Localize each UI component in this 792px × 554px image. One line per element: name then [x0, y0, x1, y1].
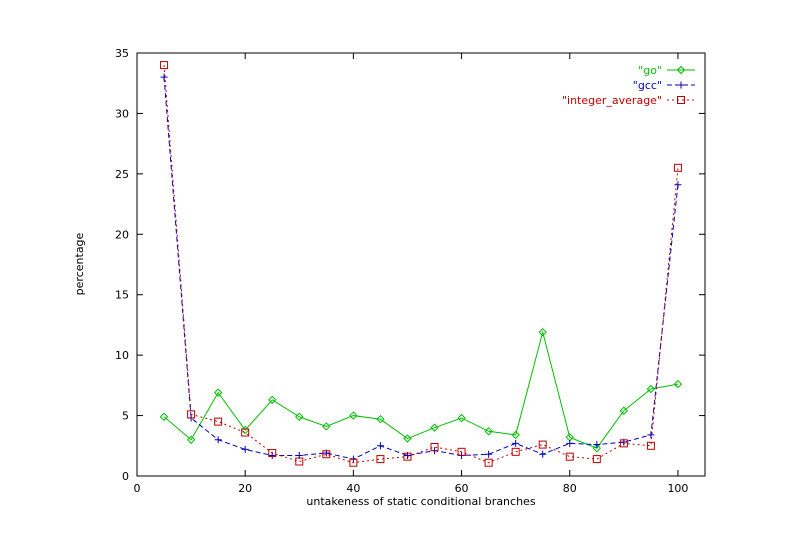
data-point — [349, 411, 358, 420]
data-point — [268, 395, 277, 405]
data-point — [647, 431, 655, 439]
y-tick-label: 35 — [115, 47, 129, 60]
data-point — [322, 450, 331, 459]
data-point — [403, 452, 412, 461]
legend: "go" "gcc" "integer_average" — [562, 64, 695, 107]
legend-marker — [677, 81, 685, 89]
series-0 — [159, 327, 683, 453]
axis-ticks: 0 20 40 60 80 100 0 5 10 15 20 25 30 35 — [115, 47, 705, 495]
x-tick-label: 40 — [346, 482, 360, 495]
y-tick-label: 5 — [122, 410, 129, 423]
series-layer — [159, 61, 683, 467]
x-tick-label: 60 — [455, 482, 469, 495]
data-point — [187, 410, 196, 419]
y-tick-label: 20 — [115, 228, 129, 241]
series-line — [163, 65, 679, 464]
data-point — [268, 449, 277, 458]
data-point — [430, 442, 439, 451]
data-point — [512, 439, 520, 447]
x-tick-label: 80 — [563, 482, 577, 495]
data-point — [485, 450, 493, 458]
data-point — [566, 439, 574, 447]
y-axis-label: percentage — [73, 232, 86, 295]
data-point — [484, 458, 493, 467]
x-axis-label: untakeness of static conditional branche… — [306, 495, 535, 508]
data-point — [213, 388, 223, 397]
legend-marker — [676, 65, 686, 75]
data-point — [646, 384, 656, 394]
data-point — [673, 379, 683, 389]
data-point — [484, 427, 493, 436]
x-tick-label: 100 — [667, 482, 688, 495]
data-point — [241, 428, 250, 437]
legend-label: "go" — [638, 64, 662, 77]
series-2 — [160, 61, 682, 467]
data-point — [673, 163, 682, 172]
x-tick-label: 0 — [134, 482, 141, 495]
data-point — [646, 441, 655, 450]
data-point — [619, 439, 628, 448]
data-point — [160, 73, 168, 81]
y-tick-label: 30 — [115, 107, 129, 120]
data-point — [159, 412, 169, 421]
y-tick-label: 0 — [122, 470, 129, 483]
data-point — [457, 413, 466, 423]
series-line — [163, 330, 679, 449]
data-point — [511, 430, 520, 440]
data-point — [214, 417, 223, 426]
data-point — [186, 435, 196, 444]
data-point — [593, 441, 601, 449]
data-point — [376, 442, 384, 450]
series-1 — [160, 73, 682, 463]
plot-frame — [136, 52, 706, 477]
x-tick-label: 20 — [238, 482, 252, 495]
y-tick-label: 25 — [115, 168, 129, 181]
data-point — [322, 422, 331, 431]
data-point — [674, 181, 682, 189]
legend-label: "gcc" — [633, 79, 662, 92]
data-point — [349, 458, 358, 467]
data-point — [403, 434, 412, 443]
data-point — [592, 443, 602, 453]
data-point — [538, 327, 547, 337]
data-point — [160, 61, 169, 70]
data-point — [376, 455, 385, 464]
data-point — [619, 406, 629, 415]
y-tick-label: 15 — [115, 289, 129, 302]
data-point — [214, 436, 222, 444]
legend-marker — [677, 96, 685, 104]
data-point — [241, 445, 249, 453]
data-point — [565, 452, 574, 461]
y-tick-label: 10 — [115, 349, 129, 362]
data-point — [457, 447, 466, 456]
data-point — [376, 414, 385, 424]
legend-label: "integer_average" — [562, 94, 662, 107]
data-point — [592, 455, 601, 464]
data-point — [295, 457, 304, 466]
data-point — [538, 440, 547, 449]
data-point — [511, 447, 520, 456]
data-point — [430, 423, 439, 432]
data-point — [539, 450, 547, 458]
series-line — [163, 77, 679, 460]
data-point — [295, 412, 304, 421]
